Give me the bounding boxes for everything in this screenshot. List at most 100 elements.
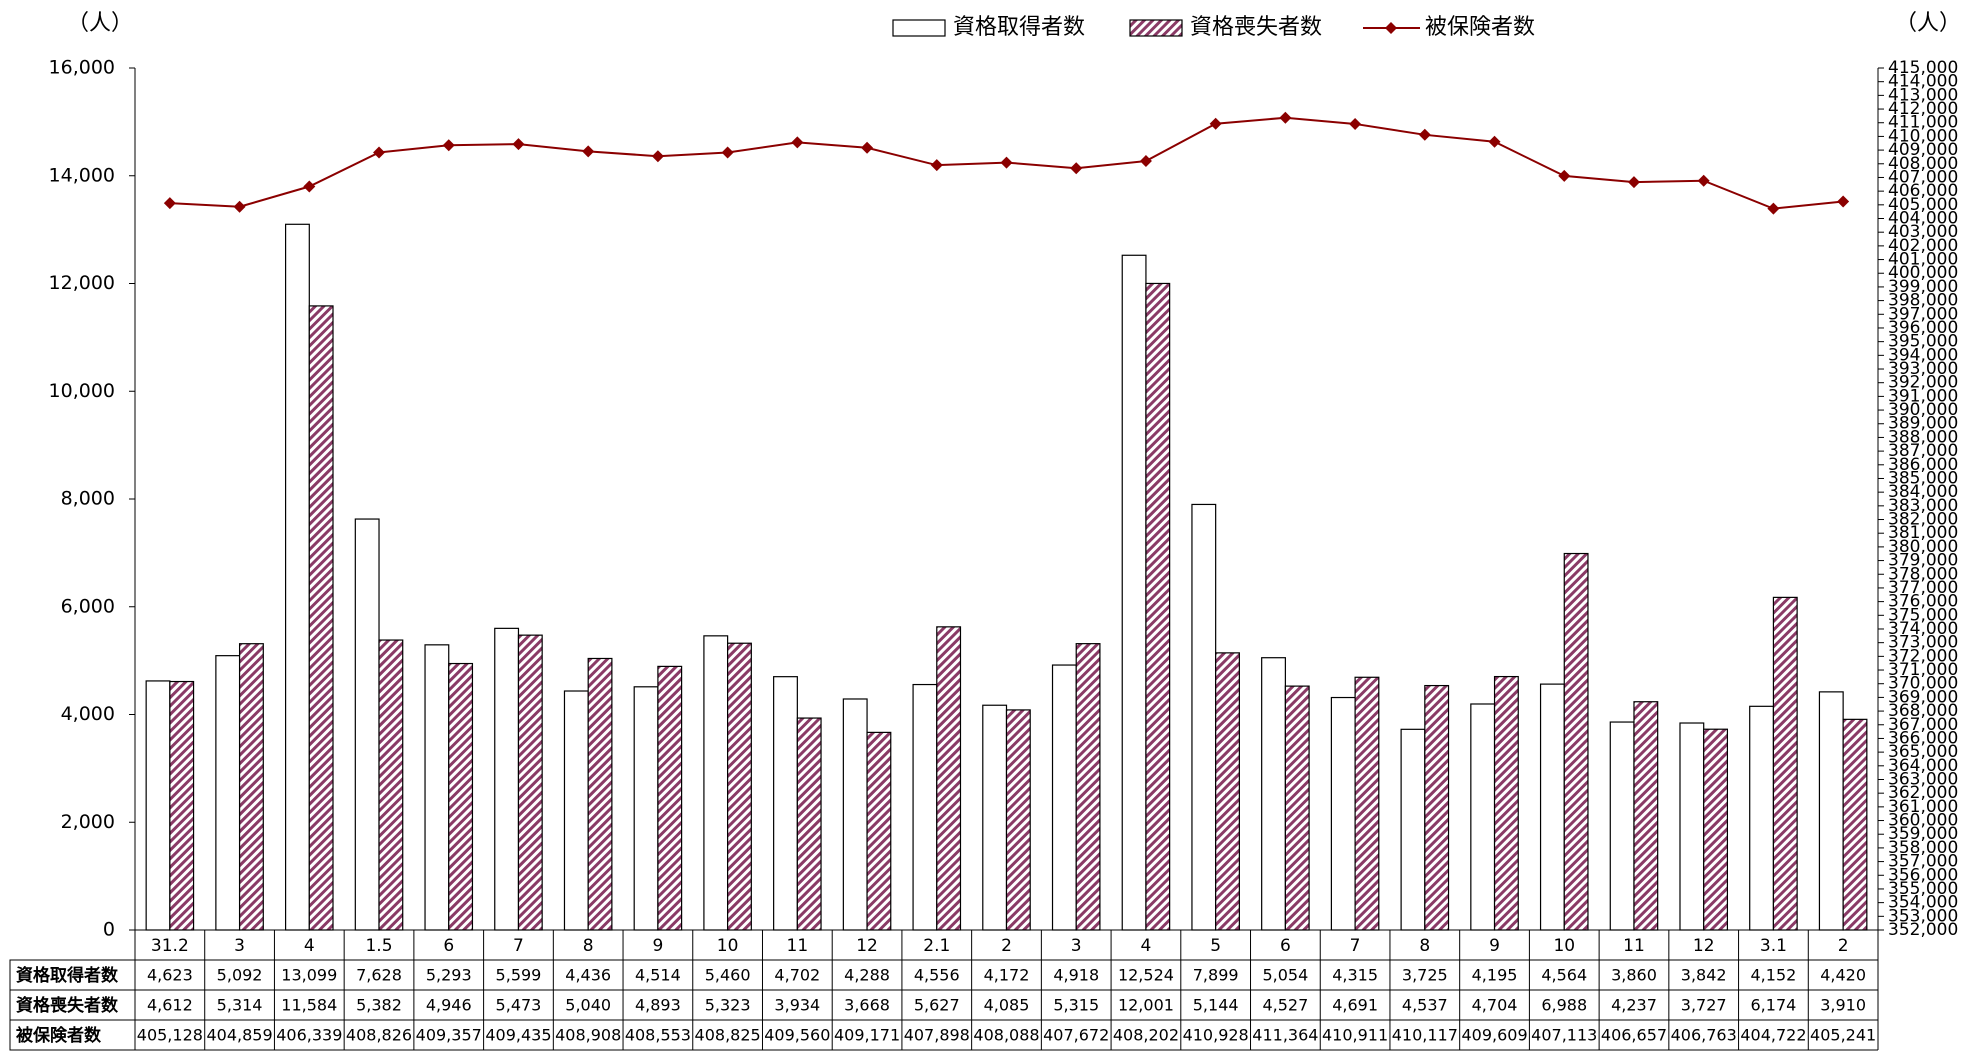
bar-lost bbox=[727, 642, 752, 931]
right-axis-tick-label: 360,000 bbox=[1888, 811, 1958, 831]
table-cell: 12,001 bbox=[1118, 996, 1174, 1015]
table-row-label: 資格取得者数 bbox=[16, 965, 119, 986]
table-cell: 410,911 bbox=[1322, 1026, 1388, 1045]
table-cell: 4,537 bbox=[1402, 996, 1448, 1015]
x-axis-category-label: 3 bbox=[1071, 936, 1082, 956]
insured-point bbox=[373, 146, 386, 159]
insured-point bbox=[1697, 174, 1710, 187]
insured-point bbox=[861, 141, 874, 154]
table-cell: 4,702 bbox=[774, 966, 820, 985]
table-cell: 4,704 bbox=[1472, 996, 1518, 1015]
right-axis-tick-label: 361,000 bbox=[1888, 797, 1958, 817]
right-axis-tick-label: 408,000 bbox=[1888, 154, 1958, 174]
insured-point bbox=[1209, 117, 1222, 130]
right-axis-tick-label: 388,000 bbox=[1888, 427, 1958, 447]
bar-lost bbox=[308, 305, 334, 931]
bar-lost bbox=[448, 662, 474, 931]
x-axis-category-label: 31.2 bbox=[151, 936, 189, 956]
table-cell: 408,088 bbox=[973, 1026, 1039, 1045]
table-cell: 5,460 bbox=[705, 966, 751, 985]
x-axis-category-label: 4 bbox=[304, 936, 315, 956]
table-cell: 409,357 bbox=[416, 1026, 482, 1045]
left-axis-tick-label: 14,000 bbox=[49, 164, 115, 186]
insured-point bbox=[1767, 202, 1780, 215]
bar-acquired bbox=[1261, 657, 1286, 931]
left-axis-tick-label: 2,000 bbox=[61, 811, 115, 833]
right-axis-tick-label: 386,000 bbox=[1888, 455, 1958, 475]
table-cell: 4,691 bbox=[1332, 996, 1378, 1015]
x-axis-category-label: 8 bbox=[1419, 936, 1430, 956]
insured-point bbox=[930, 159, 943, 172]
bar-lost bbox=[657, 665, 683, 931]
table-cell: 408,908 bbox=[555, 1026, 621, 1045]
right-axis-tick-label: 387,000 bbox=[1888, 441, 1958, 461]
insured-point bbox=[233, 200, 246, 213]
bar-acquired bbox=[145, 680, 171, 931]
insured-point bbox=[303, 180, 316, 193]
table-cell: 5,473 bbox=[496, 996, 542, 1015]
table-cell: 4,237 bbox=[1611, 996, 1657, 1015]
right-axis-tick-label: 354,000 bbox=[1888, 893, 1958, 913]
table-cell: 7,899 bbox=[1193, 966, 1239, 985]
right-axis-tick-label: 415,000 bbox=[1888, 58, 1958, 78]
table-cell: 408,826 bbox=[346, 1026, 412, 1045]
right-axis-tick-label: 384,000 bbox=[1888, 482, 1958, 502]
left-axis-tick-label: 16,000 bbox=[49, 57, 115, 79]
insured-point bbox=[1488, 135, 1501, 148]
right-axis-tick-label: 392,000 bbox=[1888, 373, 1958, 393]
table-cell: 406,339 bbox=[276, 1026, 342, 1045]
table-cell: 407,113 bbox=[1531, 1026, 1597, 1045]
right-axis-tick-label: 407,000 bbox=[1888, 167, 1958, 187]
bar-lost bbox=[1354, 676, 1380, 931]
bar-lost bbox=[1424, 684, 1450, 931]
left-axis-tick-label: 6,000 bbox=[61, 595, 115, 617]
bar-lost bbox=[169, 680, 195, 931]
right-axis-tick-label: 356,000 bbox=[1888, 865, 1958, 885]
bar-lost bbox=[866, 731, 892, 931]
table-cell: 4,612 bbox=[147, 996, 193, 1015]
table-cell: 404,859 bbox=[206, 1026, 272, 1045]
table-cell: 13,099 bbox=[281, 966, 337, 985]
right-axis-tick-label: 397,000 bbox=[1888, 304, 1958, 324]
right-axis-tick-label: 405,000 bbox=[1888, 195, 1958, 215]
table-cell: 408,825 bbox=[695, 1026, 761, 1045]
table-cell: 3,860 bbox=[1611, 966, 1657, 985]
x-axis-category-label: 12 bbox=[1693, 936, 1715, 956]
x-axis-category-label: 5 bbox=[1210, 936, 1221, 956]
right-axis-tick-label: 410,000 bbox=[1888, 126, 1958, 146]
bar-acquired bbox=[1191, 503, 1217, 931]
left-axis-unit: （人） bbox=[67, 11, 133, 36]
table-cell: 3,842 bbox=[1681, 966, 1727, 985]
bar-acquired bbox=[563, 690, 589, 931]
insured-point bbox=[1070, 162, 1083, 175]
table-cell: 4,527 bbox=[1262, 996, 1308, 1015]
table-cell: 409,171 bbox=[834, 1026, 900, 1045]
table-cell: 4,623 bbox=[147, 966, 193, 985]
bar-acquired bbox=[494, 627, 520, 931]
table-cell: 5,382 bbox=[356, 996, 402, 1015]
left-axis-tick-label: 12,000 bbox=[49, 272, 115, 294]
bar-acquired bbox=[1400, 728, 1426, 931]
bar-lost bbox=[517, 634, 543, 931]
table-cell: 3,910 bbox=[1820, 996, 1866, 1015]
table-cell: 408,553 bbox=[625, 1026, 691, 1045]
right-axis-tick-label: 385,000 bbox=[1888, 468, 1958, 488]
table-cell: 4,918 bbox=[1053, 966, 1099, 985]
right-axis-tick-label: 393,000 bbox=[1888, 359, 1958, 379]
table-cell: 406,657 bbox=[1601, 1026, 1667, 1045]
insured-point bbox=[1627, 176, 1640, 189]
table-cell: 3,668 bbox=[844, 996, 890, 1015]
x-axis-category-label: 2 bbox=[1838, 936, 1849, 956]
x-axis-category-label: 10 bbox=[717, 936, 739, 956]
bar-acquired bbox=[1749, 705, 1775, 931]
table-cell: 5,293 bbox=[426, 966, 472, 985]
left-axis-tick-label: 4,000 bbox=[61, 703, 115, 725]
right-axis-tick-label: 363,000 bbox=[1888, 769, 1958, 789]
x-axis-category-label: 10 bbox=[1553, 936, 1575, 956]
table-cell: 5,144 bbox=[1193, 996, 1239, 1015]
table-cell: 5,314 bbox=[217, 996, 263, 1015]
x-axis-category-label: 2 bbox=[1001, 936, 1012, 956]
right-axis-tick-label: 382,000 bbox=[1888, 510, 1958, 530]
bar-lost bbox=[1145, 282, 1171, 931]
